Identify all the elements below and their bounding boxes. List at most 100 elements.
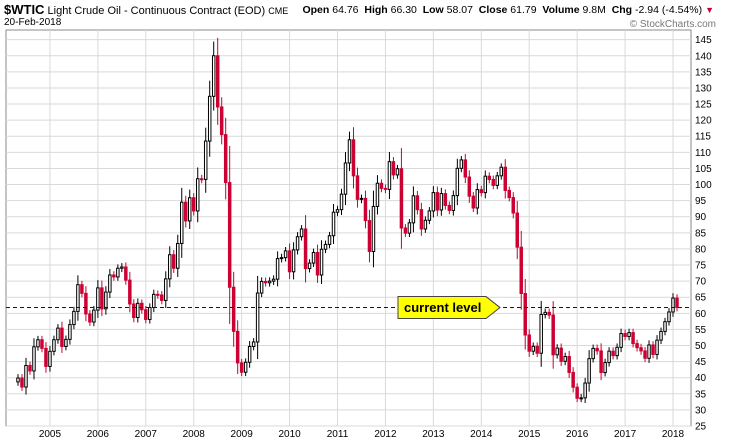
- candle-body: [463, 159, 468, 178]
- candle: [315, 244, 320, 283]
- candle-body: [367, 220, 372, 253]
- candle: [423, 216, 428, 233]
- candle: [44, 342, 48, 373]
- candle: [116, 264, 120, 281]
- candle: [207, 80, 212, 157]
- candle: [259, 277, 264, 298]
- candle: [331, 203, 336, 244]
- candle-body: [267, 280, 272, 284]
- x-tick-label: 2010: [278, 429, 301, 440]
- candle-body: [160, 294, 164, 301]
- candle: [52, 335, 56, 356]
- candle: [367, 209, 372, 263]
- candle: [355, 167, 360, 208]
- candle: [611, 347, 615, 360]
- candle-body: [575, 386, 579, 399]
- candle: [199, 174, 204, 184]
- candle: [507, 186, 511, 202]
- candle-body: [255, 292, 260, 343]
- candle: [128, 271, 132, 313]
- candle-body: [531, 345, 535, 352]
- open-label: Open: [302, 4, 330, 16]
- candle-body: [307, 262, 312, 270]
- candle-body: [655, 339, 659, 355]
- callout-shape: [397, 296, 501, 320]
- candle-body: [371, 205, 376, 253]
- candle-body: [395, 168, 400, 176]
- candle: [40, 335, 44, 353]
- candle-body: [427, 210, 432, 221]
- candle: [140, 299, 144, 314]
- candle: [164, 271, 168, 308]
- candle-body: [40, 339, 44, 349]
- candle: [667, 308, 671, 326]
- candle-body: [595, 347, 599, 352]
- candle-body: [499, 166, 504, 177]
- candle: [323, 240, 328, 254]
- candle: [363, 190, 368, 229]
- candle: [643, 347, 647, 363]
- candle: [475, 183, 480, 215]
- volume-value: 9.8M: [582, 4, 606, 16]
- candle-body: [639, 347, 643, 352]
- candle-body: [60, 327, 64, 347]
- y-tick-label: 95: [695, 196, 707, 207]
- candle: [379, 179, 384, 193]
- candle: [136, 298, 140, 323]
- candle: [659, 327, 663, 344]
- candle-body: [120, 266, 124, 269]
- candle: [599, 343, 603, 381]
- candle: [72, 306, 76, 330]
- candle-body: [331, 211, 336, 237]
- candle-body: [487, 175, 492, 180]
- candle-body: [435, 192, 440, 211]
- candle: [387, 151, 392, 200]
- x-tick-label: 2011: [327, 429, 349, 440]
- candle-body: [271, 278, 276, 282]
- candle: [431, 186, 436, 218]
- candle-body: [156, 293, 160, 296]
- x-tick-label: 2007: [135, 429, 158, 440]
- candle-body: [411, 195, 416, 224]
- candle-body: [467, 176, 472, 197]
- y-tick-label: 85: [695, 228, 707, 239]
- candle: [535, 342, 539, 358]
- x-tick-label: 2017: [614, 429, 637, 440]
- candle-body: [587, 358, 591, 384]
- candle-body: [207, 95, 212, 142]
- candle-body: [20, 377, 24, 388]
- x-tick-label: 2016: [566, 429, 589, 440]
- candle: [132, 299, 136, 323]
- candle-body: [643, 350, 647, 359]
- candle: [595, 344, 599, 355]
- candle: [655, 335, 659, 360]
- candle-body: [327, 235, 332, 245]
- x-tick-label: 2018: [662, 429, 685, 440]
- candle: [607, 347, 611, 367]
- candle-body: [231, 286, 236, 332]
- candle-body: [483, 175, 488, 194]
- candle: [347, 131, 352, 172]
- chg-label: Chg: [611, 4, 633, 16]
- candle-body: [132, 303, 136, 319]
- candle: [519, 230, 523, 310]
- candle: [415, 190, 420, 215]
- candle-body: [36, 339, 40, 348]
- candle: [263, 277, 268, 287]
- candle-body: [100, 287, 104, 310]
- candle-body: [511, 197, 515, 214]
- candle-body: [387, 161, 392, 190]
- candle-body: [339, 193, 344, 211]
- candle-body: [295, 236, 300, 251]
- chart-title: $WTIC Light Crude Oil - Continuous Contr…: [4, 2, 288, 17]
- candle: [375, 175, 380, 215]
- candle-body: [311, 251, 316, 264]
- y-tick-label: 35: [695, 389, 707, 400]
- candle-body: [180, 201, 184, 244]
- candle: [639, 343, 643, 355]
- candle-body: [104, 291, 108, 310]
- down-arrow-icon: ▼: [705, 5, 714, 15]
- candle: [96, 280, 100, 318]
- chart-date: 20-Feb-2018: [4, 17, 62, 28]
- x-tick-label: 2013: [422, 429, 445, 440]
